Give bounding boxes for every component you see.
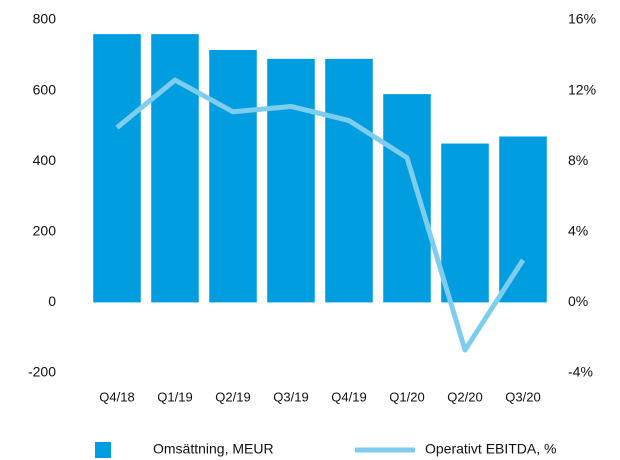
y-tick-label: 800 bbox=[33, 11, 57, 27]
y2-tick-label: 12% bbox=[568, 81, 596, 97]
y-tick-label: 200 bbox=[33, 223, 57, 239]
y2-tick-label: 0% bbox=[568, 293, 588, 309]
x-tick-label: Q2/19 bbox=[215, 389, 250, 404]
y-tick-label: 0 bbox=[48, 293, 56, 309]
bar bbox=[151, 34, 199, 303]
x-tick-label: Q4/19 bbox=[331, 389, 366, 404]
bar bbox=[499, 136, 547, 303]
x-tick-label: Q1/19 bbox=[157, 389, 192, 404]
bar bbox=[267, 58, 315, 303]
line bbox=[115, 77, 526, 353]
x-tick-label: Q2/20 bbox=[447, 389, 482, 404]
bar bbox=[441, 143, 489, 303]
bar bbox=[209, 50, 257, 303]
y2-tick-label: -4% bbox=[568, 364, 593, 380]
y-tick-label: 400 bbox=[33, 152, 57, 168]
bar bbox=[325, 58, 373, 303]
legend-label: Operativt EBITDA, % bbox=[425, 441, 556, 457]
y-tick-label: 600 bbox=[33, 81, 57, 97]
x-tick-label: Q3/19 bbox=[273, 389, 308, 404]
y2-tick-label: 4% bbox=[568, 223, 588, 239]
y2-tick-label: 8% bbox=[568, 152, 588, 168]
y-tick-label: -200 bbox=[28, 364, 56, 380]
x-tick-label: Q4/18 bbox=[99, 389, 134, 404]
legend-swatch bbox=[95, 442, 111, 458]
x-tick-label: Q3/20 bbox=[505, 389, 540, 404]
bar bbox=[383, 94, 431, 303]
bar bbox=[93, 34, 141, 303]
legend-label: Omsättning, MEUR bbox=[153, 441, 274, 457]
y2-tick-label: 16% bbox=[568, 11, 596, 27]
x-tick-label: Q1/20 bbox=[389, 389, 424, 404]
